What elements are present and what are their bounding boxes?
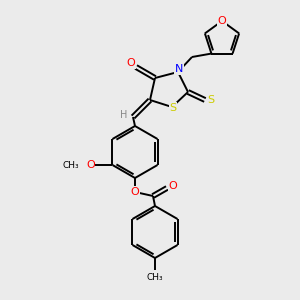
Text: S: S [169, 103, 177, 113]
Text: O: O [127, 58, 135, 68]
Text: O: O [86, 160, 95, 170]
Text: O: O [218, 16, 226, 26]
Text: N: N [175, 64, 183, 74]
Text: O: O [169, 181, 177, 191]
Text: S: S [207, 95, 214, 105]
Text: CH₃: CH₃ [147, 273, 163, 282]
Text: H: H [120, 110, 128, 120]
Text: CH₃: CH₃ [63, 160, 80, 169]
Text: O: O [130, 187, 140, 197]
